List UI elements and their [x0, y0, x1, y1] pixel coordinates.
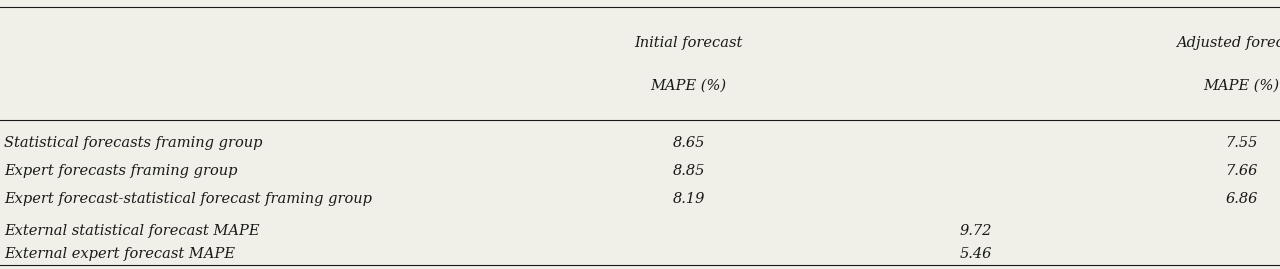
Text: Statistical forecasts framing group: Statistical forecasts framing group — [4, 136, 262, 150]
Text: Initial forecast: Initial forecast — [635, 36, 742, 50]
Text: Expert forecasts framing group: Expert forecasts framing group — [4, 164, 237, 178]
Text: External expert forecast MAPE: External expert forecast MAPE — [4, 247, 234, 261]
Text: 5.46: 5.46 — [959, 247, 992, 261]
Text: External statistical forecast MAPE: External statistical forecast MAPE — [4, 224, 260, 238]
Text: 9.72: 9.72 — [959, 224, 992, 238]
Text: 7.55: 7.55 — [1225, 136, 1258, 150]
Text: Expert forecast-statistical forecast framing group: Expert forecast-statistical forecast fra… — [4, 192, 371, 206]
Text: 8.19: 8.19 — [672, 192, 705, 206]
Text: MAPE (%): MAPE (%) — [1203, 79, 1280, 93]
Text: MAPE (%): MAPE (%) — [650, 79, 727, 93]
Text: 8.85: 8.85 — [672, 164, 705, 178]
Text: 7.66: 7.66 — [1225, 164, 1258, 178]
Text: 8.65: 8.65 — [672, 136, 705, 150]
Text: 6.86: 6.86 — [1225, 192, 1258, 206]
Text: Adjusted forecast: Adjusted forecast — [1176, 36, 1280, 50]
